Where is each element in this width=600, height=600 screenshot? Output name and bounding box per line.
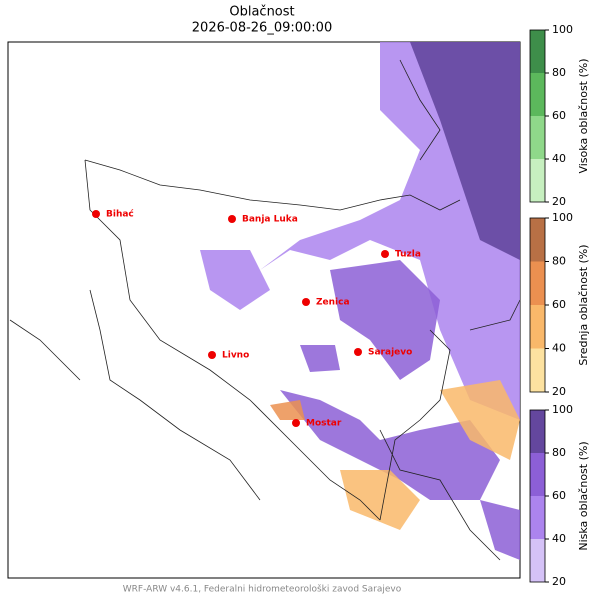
colorbar-tick-label: 20 <box>552 385 566 398</box>
city-dot <box>381 250 389 258</box>
colorbar-tick-label: 80 <box>552 446 566 459</box>
colorbar-band <box>530 539 545 582</box>
low-cloud <box>280 390 500 500</box>
colorbar-tick-label: 60 <box>552 109 566 122</box>
footer: WRF-ARW v4.6.1, Federalni hidrometeorolo… <box>123 584 402 595</box>
city-dot <box>292 419 300 427</box>
colorbar-band <box>530 73 545 116</box>
colorbar-band <box>530 116 545 159</box>
city-label: Tuzla <box>395 250 421 260</box>
city-label: Zenica <box>316 298 350 308</box>
city-dot <box>92 210 100 218</box>
colorbar-band <box>530 305 545 349</box>
city: Bihać <box>92 209 134 220</box>
colorbar-tick-label: 60 <box>552 298 566 311</box>
city: Banja Luka <box>228 215 298 225</box>
city-label: Banja Luka <box>242 215 298 225</box>
city: Tuzla <box>381 250 421 260</box>
colorbar-band <box>530 30 545 73</box>
city-label: Sarajevo <box>368 348 412 358</box>
mid-cloud <box>440 380 520 460</box>
city-label: Mostar <box>306 419 342 429</box>
low-cloud <box>330 260 440 380</box>
city-dot <box>208 351 216 359</box>
colorbar-band <box>530 410 545 453</box>
colorbar-band <box>530 496 545 539</box>
city-dot <box>354 348 362 356</box>
low-cloud <box>410 42 520 260</box>
colorbar-tick-label: 40 <box>552 342 566 355</box>
colorbar-tick-label: 40 <box>552 532 566 545</box>
mid-cloud <box>270 400 305 420</box>
colorbar-band <box>530 348 545 392</box>
subtitle: 2026-08-26_09:00:00 <box>192 21 332 36</box>
colorbar-tick-label: 60 <box>552 489 566 502</box>
city-dot <box>302 298 310 306</box>
low-cloud <box>200 250 270 310</box>
border <box>9 59 521 561</box>
low-cloud <box>480 500 520 560</box>
colorbar-label: Srednja oblačnost (%) <box>577 244 590 365</box>
colorbar-label: Visoka oblačnost (%) <box>577 58 590 173</box>
cities: Bihać Banja Luka Tuzla Zenica Livno Sara… <box>92 209 421 429</box>
city-label: Bihać <box>106 209 134 220</box>
colorbar-tick-label: 20 <box>552 195 566 208</box>
colorbar-label: Niska oblačnost (%) <box>577 441 590 550</box>
map <box>7 41 521 579</box>
city: Sarajevo <box>354 348 412 358</box>
colorbar-band <box>530 453 545 496</box>
city: Livno <box>208 351 249 361</box>
colorbar-band <box>530 261 545 305</box>
colorbar-tick-label: 100 <box>552 211 573 224</box>
low-cloud <box>300 345 340 372</box>
city-dot <box>228 215 236 223</box>
colorbar-band <box>530 218 545 262</box>
colorbar-tick-label: 40 <box>552 152 566 165</box>
colorbar-tick-label: 100 <box>552 23 573 36</box>
colorbar-band <box>530 159 545 202</box>
colorbar-tick-label: 80 <box>552 66 566 79</box>
city: Zenica <box>302 298 350 308</box>
colorbar-tick-label: 20 <box>552 575 566 588</box>
colorbar-tick-label: 80 <box>552 255 566 268</box>
title: Oblačnost <box>229 5 294 20</box>
colorbar-tick-label: 100 <box>552 403 573 416</box>
city: Mostar <box>292 419 342 429</box>
mid-cloud <box>340 470 420 530</box>
city-label: Livno <box>222 351 249 361</box>
